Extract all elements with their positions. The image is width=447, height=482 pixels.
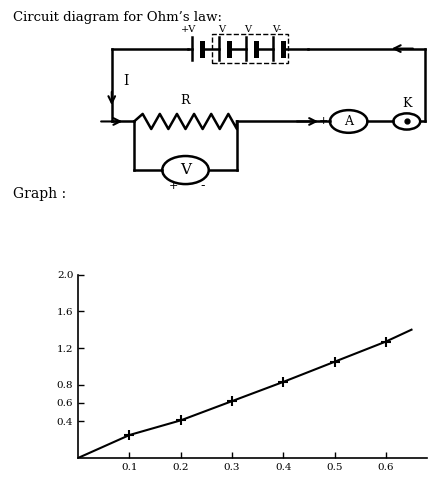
Text: V: V	[218, 26, 225, 34]
Text: -: -	[200, 179, 205, 192]
Text: V: V	[180, 163, 191, 177]
Text: -: -	[371, 115, 375, 128]
Text: I: I	[123, 74, 128, 88]
Bar	[212, 34, 288, 64]
Text: A: A	[344, 115, 353, 128]
Text: K: K	[402, 96, 412, 109]
Text: V-: V-	[273, 26, 282, 34]
Text: +: +	[169, 181, 177, 191]
Text: Circuit diagram for Ohm’s law:: Circuit diagram for Ohm’s law:	[13, 11, 223, 24]
Text: R: R	[181, 94, 190, 107]
Text: +V: +V	[181, 26, 196, 34]
Text: V: V	[245, 26, 252, 34]
Text: Graph :: Graph :	[13, 187, 67, 201]
Text: +: +	[319, 117, 328, 126]
